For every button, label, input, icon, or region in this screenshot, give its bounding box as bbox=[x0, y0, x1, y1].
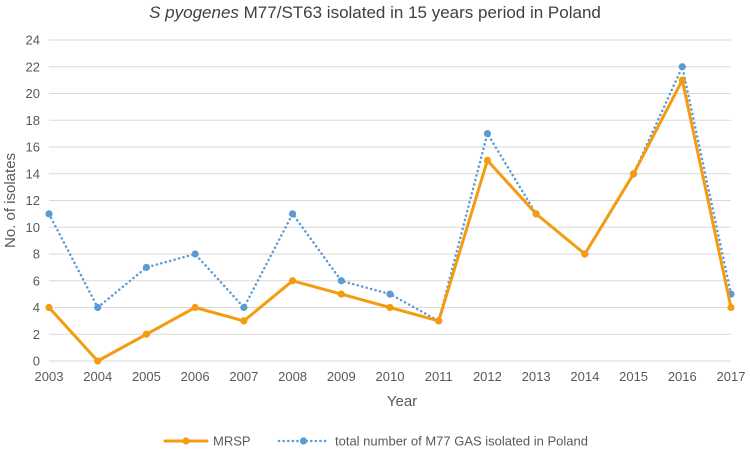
x-axis-title: Year bbox=[387, 393, 417, 410]
y-axis-title: No. of isolates bbox=[2, 153, 19, 248]
y-tick-label-10: 10 bbox=[26, 220, 40, 235]
y-tick-label-20: 20 bbox=[26, 86, 40, 101]
series-0-point-2013 bbox=[532, 210, 540, 218]
series-1-point-2007 bbox=[240, 303, 248, 312]
series-1 bbox=[45, 63, 735, 325]
x-tick-label-2017: 2017 bbox=[717, 369, 746, 384]
series-line-1 bbox=[47, 65, 733, 323]
chart-title: S pyogenes M77/ST63 isolated in 15 years… bbox=[149, 3, 601, 22]
series-0 bbox=[45, 76, 735, 365]
y-tick-label-14: 14 bbox=[26, 166, 40, 181]
y-tick-label-0: 0 bbox=[33, 354, 40, 369]
series-0-point-2007 bbox=[240, 317, 248, 325]
x-tick-label-2010: 2010 bbox=[376, 369, 405, 384]
y-tick-label-18: 18 bbox=[26, 113, 40, 128]
series-0-point-2008 bbox=[288, 277, 297, 285]
x-tick-label-2014: 2014 bbox=[570, 369, 599, 384]
series-1-point-2003 bbox=[45, 210, 53, 218]
x-tick-label-2015: 2015 bbox=[619, 369, 648, 384]
x-tick-label-2005: 2005 bbox=[132, 369, 161, 384]
x-tick-label-2016: 2016 bbox=[668, 369, 697, 384]
series-1-point-2006 bbox=[191, 250, 199, 258]
y-tick-label-8: 8 bbox=[33, 247, 40, 262]
y-tick-label-24: 24 bbox=[26, 33, 40, 48]
chart-title-rest: M77/ST63 isolated in 15 years period in … bbox=[239, 3, 601, 22]
legend-swatch-marker-0 bbox=[182, 437, 190, 445]
x-tick-label-2008: 2008 bbox=[278, 369, 307, 384]
legend-label-1: total number of M77 GAS isolated in Pola… bbox=[335, 434, 588, 449]
series-0-point-2005 bbox=[142, 330, 151, 338]
y-tick-label-2: 2 bbox=[33, 327, 40, 342]
x-tick-label-2003: 2003 bbox=[35, 369, 64, 384]
gridlines bbox=[49, 39, 731, 335]
x-tick-label-2011: 2011 bbox=[425, 369, 453, 384]
x-tick-label-2004: 2004 bbox=[83, 369, 112, 384]
y-tick-label-22: 22 bbox=[26, 59, 40, 74]
series-1-point-2012 bbox=[483, 130, 492, 138]
y-tick-label-16: 16 bbox=[26, 140, 40, 155]
y-tick-label-6: 6 bbox=[33, 273, 40, 288]
x-tick-label-2007: 2007 bbox=[229, 369, 258, 384]
series-0-point-2010 bbox=[386, 303, 394, 312]
series-1-point-2009 bbox=[337, 277, 345, 285]
series-1-point-2008 bbox=[288, 210, 297, 218]
x-tick-label-2009: 2009 bbox=[327, 369, 356, 384]
series-0-point-2009 bbox=[337, 290, 345, 298]
series-1-point-2005 bbox=[142, 263, 151, 271]
series-0-point-2003 bbox=[45, 303, 53, 312]
series-0-point-2006 bbox=[191, 303, 199, 312]
series-1-point-2016 bbox=[678, 63, 686, 71]
x-tick-label-2013: 2013 bbox=[522, 369, 551, 384]
series-0-point-2004 bbox=[94, 357, 102, 365]
series-0-point-2014 bbox=[581, 250, 589, 258]
series-1-point-2004 bbox=[94, 303, 102, 312]
x-tick-label-2012: 2012 bbox=[473, 369, 502, 384]
legend-label-0: MRSP bbox=[213, 434, 251, 449]
x-tick-label-2006: 2006 bbox=[181, 369, 210, 384]
series-0-point-2015 bbox=[629, 170, 638, 178]
series-line-0 bbox=[47, 78, 733, 363]
series-1-point-2010 bbox=[386, 290, 394, 298]
y-tick-label-12: 12 bbox=[26, 193, 40, 208]
series-layer bbox=[45, 63, 735, 365]
series-0-point-2016 bbox=[678, 76, 686, 84]
legend-swatch-marker-1 bbox=[299, 437, 308, 445]
chart-title-italic: S pyogenes bbox=[149, 3, 239, 22]
series-0-point-2017 bbox=[727, 303, 735, 312]
x-axis-ticks: 2003 2004 2005 2006 2007 2008 2009 2010 2011 2012… bbox=[35, 369, 746, 384]
series-0-point-2011 bbox=[435, 317, 443, 325]
series-0-point-2012 bbox=[483, 156, 492, 164]
y-tick-label-4: 4 bbox=[33, 300, 40, 315]
legend: MRSP total number of M77 GAS isolated in … bbox=[163, 434, 588, 449]
